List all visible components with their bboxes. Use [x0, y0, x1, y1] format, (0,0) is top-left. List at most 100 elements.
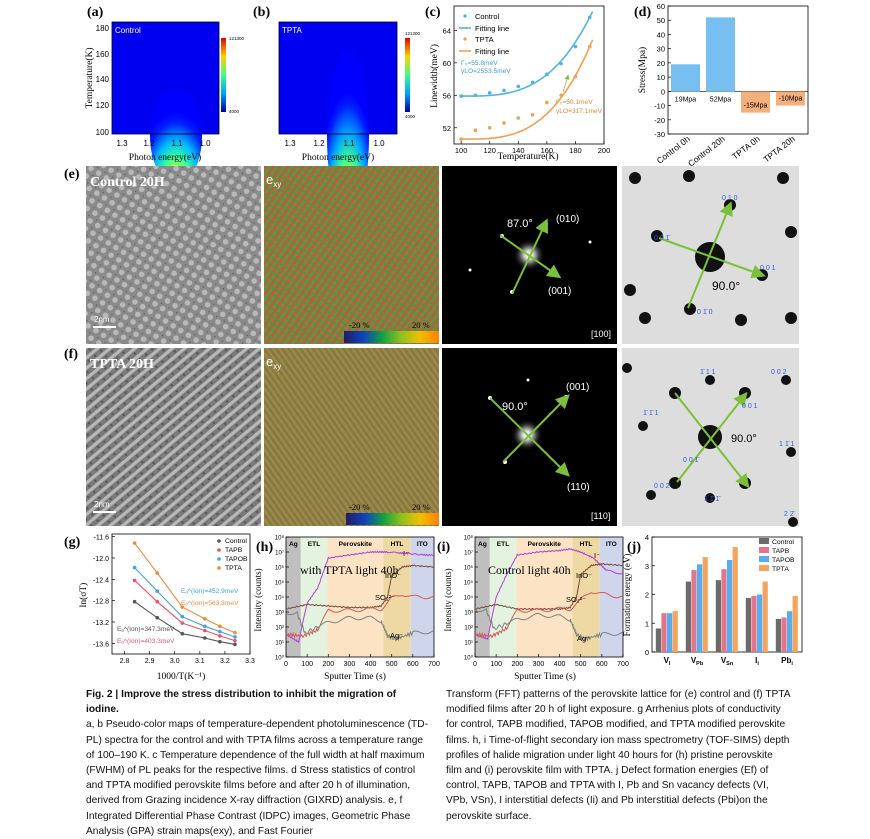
ytick-label-d: -10	[654, 102, 665, 111]
ann-g-control: Eₐ^(Ion)=347.3meV	[117, 626, 175, 633]
ytick-label-d: 10	[657, 73, 665, 82]
caption-right: Transform (FFT) patterns of the perovski…	[446, 687, 791, 824]
ytick-label-h: 10⁷	[275, 550, 284, 557]
point-c-tpta	[516, 116, 521, 120]
point-c-tpta	[530, 112, 535, 117]
xtick-label-h: 300	[344, 661, 356, 668]
legend-j-control-swatch	[759, 538, 769, 544]
ytick-label-g: -13.2	[93, 620, 109, 627]
legend-j-tpta: TPTA	[772, 566, 789, 573]
ytick-label-h: 10⁵	[275, 580, 285, 587]
ylabel-d: Stress(Mpa)	[637, 47, 648, 93]
cbar-a-max: 121300	[229, 36, 245, 41]
bar-j-V_Pb-tpta	[702, 557, 708, 652]
panel-i: (i) Ag ETL Perovskite HTL ITO 0 100 200 300 400 5…	[437, 535, 629, 683]
bar-j-Pb_i-tapob	[787, 611, 793, 652]
scale-label-e: 2nm	[94, 315, 110, 324]
point-g-tapob	[233, 635, 237, 639]
trace-i-3	[474, 607, 624, 642]
layer-band-i-2	[516, 537, 573, 657]
xtick-label-i: 300	[533, 661, 545, 668]
legend-g-tapob-marker	[217, 557, 221, 561]
bar-j-V_Sn-tpta	[732, 547, 738, 652]
scale-label-f: 2nm	[94, 500, 110, 509]
trace-i-2	[474, 591, 624, 639]
ytick-label-c: 60	[443, 59, 451, 68]
xtick-label-h: 0	[284, 661, 288, 668]
ytick-label-h: 10¹	[275, 641, 284, 647]
xtick-label-h: 500	[386, 661, 398, 668]
sim-angle-e: 90.0°	[712, 279, 740, 293]
bar-label-d-3: -10Mpa	[779, 96, 803, 103]
ytick-label-d: 30	[657, 45, 665, 54]
ytick-label-i: 10⁵	[464, 580, 474, 587]
plot-frame-d	[667, 5, 809, 135]
figure-2: (a) Control 121300 4000 180 160 140 120 …	[64, 2, 809, 683]
species-i-i: I⁻	[594, 551, 600, 560]
point-c-control	[502, 88, 506, 93]
xtick-label-h: 400	[365, 661, 377, 668]
gpa-label-e: exy	[266, 172, 281, 189]
ytick-label-d: 40	[657, 30, 665, 39]
point-g-tpta	[180, 605, 185, 609]
legend-g-tapob: TAPOB	[225, 556, 248, 563]
layer-band-h-0	[286, 537, 301, 657]
xtick-label-j-2: VSn	[721, 656, 734, 667]
bar-label-d-2: -15Mpa	[744, 103, 768, 110]
panel-d-letter: (d)	[634, 5, 651, 20]
idpc-image-tpta	[86, 348, 261, 526]
bar-d-3	[776, 91, 805, 106]
ytick-label-i: 10³	[464, 611, 473, 617]
legend-c-control: Control	[475, 12, 500, 21]
ytick-a-140: 140	[96, 75, 110, 84]
legend-g-control-marker	[217, 539, 221, 543]
trace-h-1	[285, 564, 435, 610]
point-c-control	[459, 94, 463, 98]
gpa-cbar-e-max: 20 %	[412, 320, 430, 330]
xtick-a-4: 1.0	[199, 139, 211, 148]
fft-zone-e: [100]	[591, 329, 611, 339]
caption-left-body: a, b Pseudo-color maps of temperature-de…	[86, 719, 429, 837]
point-c-control	[473, 93, 478, 98]
panel-a-letter: (a)	[87, 5, 104, 20]
ytick-label-j: 1	[645, 619, 649, 628]
xlabel-a: Photon energy(eV)	[129, 152, 201, 163]
fft-spot-label-e1: (010)	[556, 214, 579, 225]
ytick-label-g: -12.4	[93, 577, 109, 584]
sim-label-f4: 0 0 1	[742, 403, 758, 410]
colorbar-a	[221, 38, 226, 112]
fft-spot-label-f1: (001)	[566, 382, 589, 393]
xtick-label-j-4: Pbi	[781, 656, 793, 667]
point-g-tpta	[155, 571, 159, 575]
sim-label-f3: 1̄ 1̄ 1	[643, 410, 659, 417]
layer-band-i-0	[475, 537, 490, 657]
sim-arrow-f2	[674, 392, 750, 489]
point-c-control	[530, 80, 535, 85]
xtick-label-g: 3.3	[245, 658, 255, 665]
legend-j-tapb-swatch	[759, 547, 769, 553]
point-c-control	[516, 84, 521, 89]
sim-label-f8: 1 1̄ 1̄	[704, 496, 721, 503]
gpa-label-f: exy	[266, 354, 281, 371]
point-g-tapob	[218, 629, 222, 634]
bar-j-V_Pb-tapob	[697, 564, 703, 652]
plot-frame-g	[111, 533, 251, 655]
note-h: with TPTA light 40h	[300, 563, 399, 577]
layer-label-i-1: ETL	[497, 541, 509, 548]
fft-spot-e6	[468, 268, 472, 272]
ytick-label-d: -20	[654, 116, 665, 125]
ytick-a-180: 180	[96, 24, 110, 33]
fft-spot-e5	[588, 240, 592, 244]
sim-label-e4: 0 1̄ 0	[697, 309, 713, 316]
ann-c-tpta-1: Γ₀=50.1meV	[556, 99, 593, 106]
gpa-map-tpta	[264, 348, 439, 526]
ytick-label-i: 10¹	[464, 641, 473, 647]
ytick-label-c: 56	[443, 91, 451, 100]
ytick-label-c: 64	[443, 26, 451, 35]
sim-label-e1: 0 1 0	[722, 195, 738, 202]
fft-arrow-f1	[502, 394, 570, 463]
fft-angle-f: 90.0°	[502, 401, 528, 413]
gpa-cbar-e-min: -20 %	[349, 320, 370, 330]
gpa-colorbar-f	[346, 513, 439, 525]
bar-j-V_Sn-control	[715, 580, 721, 652]
